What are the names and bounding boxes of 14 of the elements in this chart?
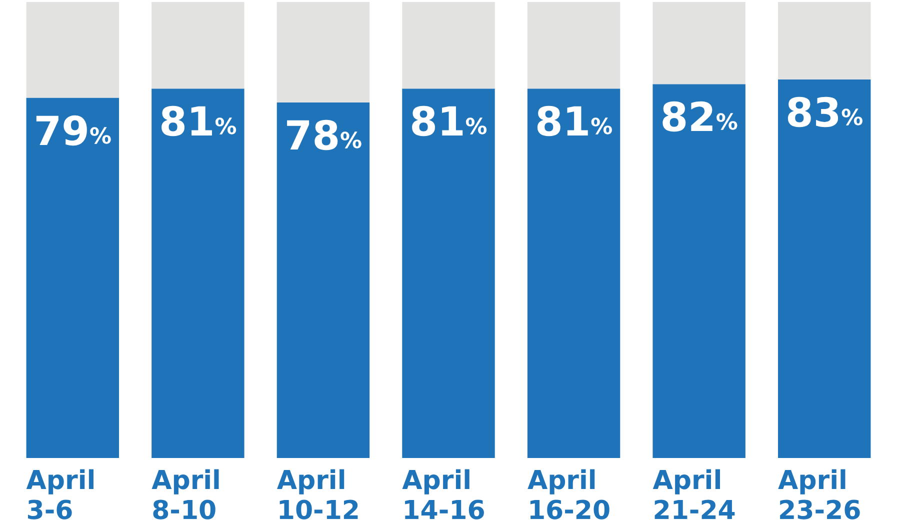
data-label: 79% <box>34 108 112 155</box>
x-tick-label: April 8-10 <box>152 466 230 520</box>
data-label: 81% <box>410 100 488 146</box>
data-label: 81% <box>159 100 237 146</box>
x-tick-label: April 3-6 <box>26 466 105 520</box>
x-tick-label: April 21-24 <box>652 466 736 520</box>
data-label: 82% <box>660 95 738 142</box>
x-tick-label: April 14-16 <box>402 466 486 520</box>
data-label: 78% <box>284 113 362 160</box>
data-label: 83% <box>786 90 864 137</box>
data-label: 81% <box>534 100 613 146</box>
x-tick-label: April 23-26 <box>778 466 862 520</box>
x-tick-label: April 16-20 <box>527 466 611 520</box>
x-tick-label: April 10-12 <box>276 466 360 520</box>
